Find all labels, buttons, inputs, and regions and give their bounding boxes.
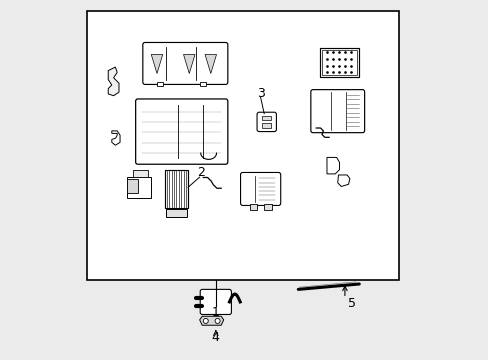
Bar (200, 82, 206, 86)
Bar (133, 170, 147, 177)
Circle shape (215, 319, 220, 323)
Text: 2: 2 (196, 166, 204, 179)
Bar (264, 204, 271, 210)
Text: 3: 3 (256, 87, 264, 100)
Bar (320, 48, 358, 77)
FancyBboxPatch shape (240, 172, 280, 206)
Bar (164, 170, 187, 208)
Polygon shape (199, 316, 223, 325)
Bar (165, 210, 187, 217)
Text: 5: 5 (347, 297, 355, 310)
Bar (262, 123, 271, 128)
FancyBboxPatch shape (257, 112, 276, 132)
Bar (322, 50, 356, 75)
Bar (262, 116, 271, 121)
Bar (157, 82, 163, 86)
Polygon shape (151, 54, 163, 73)
FancyBboxPatch shape (310, 90, 364, 133)
Text: 4: 4 (211, 330, 219, 343)
Bar (126, 177, 151, 198)
Bar (249, 204, 257, 210)
FancyBboxPatch shape (142, 42, 227, 85)
Polygon shape (108, 67, 119, 96)
Polygon shape (204, 54, 216, 73)
Polygon shape (326, 157, 339, 174)
FancyBboxPatch shape (135, 99, 227, 164)
Text: 1: 1 (211, 306, 219, 319)
FancyBboxPatch shape (200, 289, 231, 315)
Circle shape (203, 319, 208, 323)
Bar (127, 179, 138, 193)
Polygon shape (337, 175, 349, 186)
Polygon shape (183, 54, 195, 73)
Bar (86, 12, 398, 280)
Polygon shape (112, 131, 120, 145)
